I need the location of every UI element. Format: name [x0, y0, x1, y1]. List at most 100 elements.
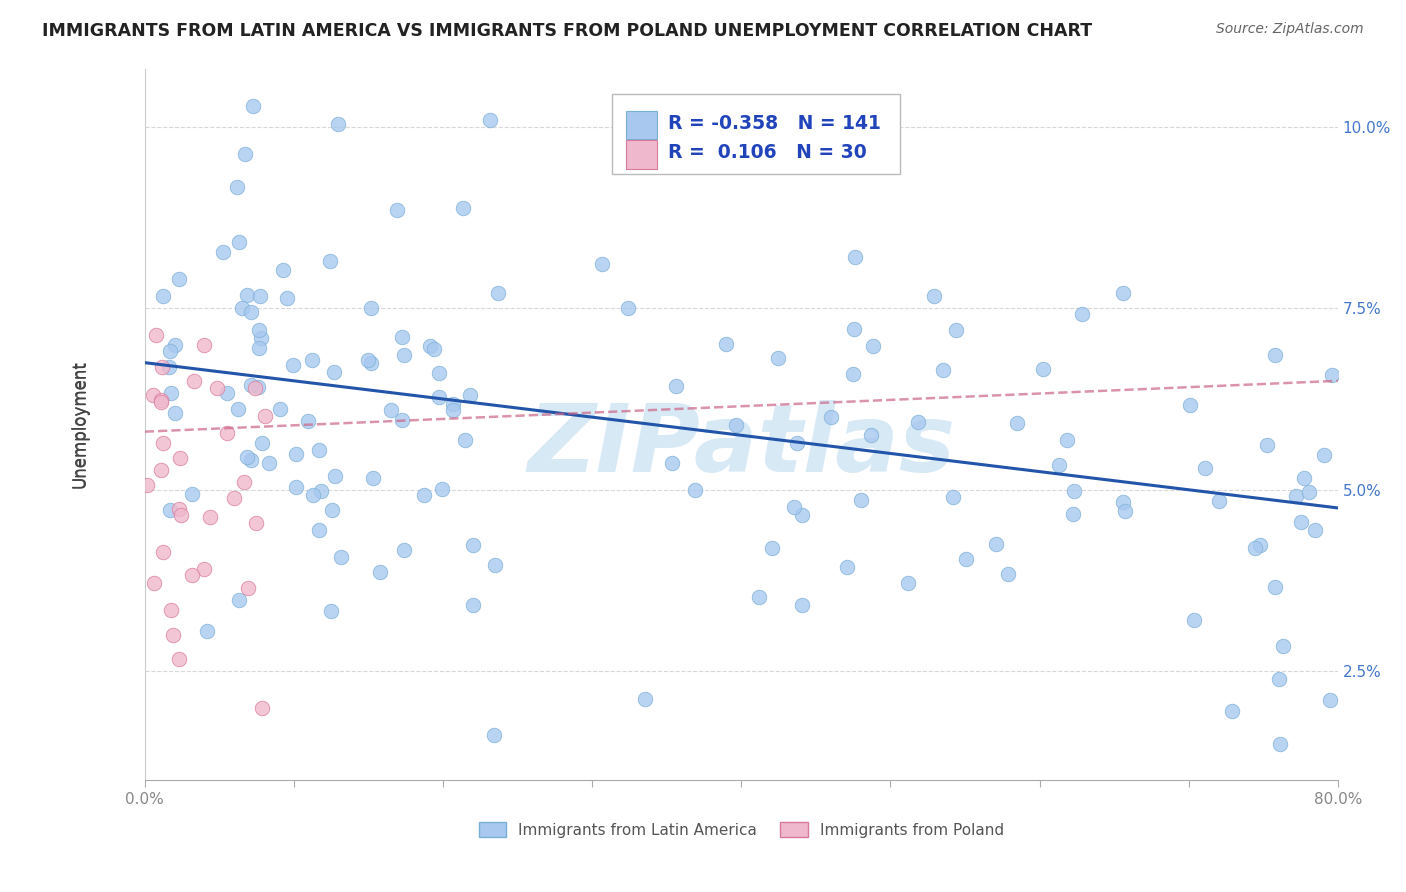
Point — [748, 590, 770, 604]
Point — [661, 456, 683, 470]
Point — [167, 651, 190, 665]
Point — [945, 323, 967, 337]
Point — [1263, 348, 1285, 362]
Point — [997, 566, 1019, 581]
Point — [907, 415, 929, 429]
Point — [1005, 417, 1028, 431]
Point — [458, 388, 481, 402]
Point — [783, 500, 806, 515]
Point — [240, 305, 263, 319]
Point — [143, 575, 166, 590]
Text: R =  0.106   N = 30: R = 0.106 N = 30 — [668, 143, 866, 162]
Point — [149, 395, 172, 409]
Point — [321, 503, 343, 517]
Point — [484, 728, 506, 742]
Point — [301, 353, 323, 368]
Point — [486, 285, 509, 300]
Point — [955, 552, 977, 566]
Point — [302, 487, 325, 501]
Point — [922, 289, 945, 303]
Point — [211, 244, 233, 259]
Point — [1268, 737, 1291, 751]
Point — [246, 380, 269, 394]
Point — [479, 113, 502, 128]
Point — [1047, 458, 1070, 472]
Point — [163, 406, 186, 420]
Point — [249, 289, 271, 303]
Point — [391, 413, 413, 427]
Point — [790, 598, 813, 612]
Point — [159, 359, 181, 374]
Point — [205, 381, 228, 395]
Point — [394, 348, 416, 362]
Point — [1264, 580, 1286, 594]
Point — [238, 582, 260, 596]
Point — [228, 235, 250, 249]
Point — [231, 301, 253, 316]
Point — [862, 338, 884, 352]
Point — [714, 336, 737, 351]
Point — [1032, 361, 1054, 376]
Point — [236, 288, 259, 302]
Point — [441, 403, 464, 417]
Point — [309, 484, 332, 499]
Point — [159, 386, 181, 401]
Point — [1180, 398, 1202, 412]
Point — [297, 414, 319, 428]
Point — [1312, 448, 1334, 462]
Point — [484, 558, 506, 573]
Point — [1208, 493, 1230, 508]
Legend: Immigrants from Latin America, Immigrants from Poland: Immigrants from Latin America, Immigrant… — [472, 815, 1010, 844]
Point — [429, 367, 451, 381]
Point — [357, 353, 380, 368]
Point — [1112, 286, 1135, 301]
Point — [1289, 515, 1312, 529]
Point — [1272, 640, 1295, 654]
Point — [226, 180, 249, 194]
Point — [844, 322, 866, 336]
Point — [368, 565, 391, 579]
Point — [159, 344, 181, 359]
Point — [217, 385, 239, 400]
Point — [1249, 538, 1271, 552]
Point — [617, 301, 640, 315]
Point — [1319, 693, 1341, 707]
Point — [361, 471, 384, 485]
Point — [233, 147, 256, 161]
Point — [247, 323, 270, 337]
Point — [183, 375, 205, 389]
Point — [391, 329, 413, 343]
Point — [163, 337, 186, 351]
Point — [228, 593, 250, 607]
Point — [841, 367, 863, 381]
Point — [159, 503, 181, 517]
Point — [820, 410, 842, 425]
Point — [257, 456, 280, 470]
Point — [1056, 433, 1078, 447]
Point — [330, 550, 353, 565]
Point — [461, 598, 484, 612]
Point — [1268, 673, 1291, 687]
Point — [149, 392, 172, 407]
Point — [285, 480, 308, 494]
Point — [232, 475, 254, 489]
Point — [250, 700, 273, 714]
Point — [323, 469, 346, 483]
Point — [1244, 541, 1267, 556]
Point — [180, 568, 202, 582]
Point — [249, 341, 271, 355]
Y-axis label: Unemployment: Unemployment — [72, 360, 89, 488]
Point — [1298, 485, 1320, 500]
Point — [683, 483, 706, 497]
Point — [860, 428, 883, 442]
Point — [451, 201, 474, 215]
Point — [198, 509, 221, 524]
Point — [152, 436, 174, 450]
Point — [142, 387, 165, 401]
Point — [152, 545, 174, 559]
Point — [413, 488, 436, 502]
Point — [215, 426, 238, 441]
Point — [169, 450, 191, 465]
Point — [152, 288, 174, 302]
Point — [269, 401, 291, 416]
